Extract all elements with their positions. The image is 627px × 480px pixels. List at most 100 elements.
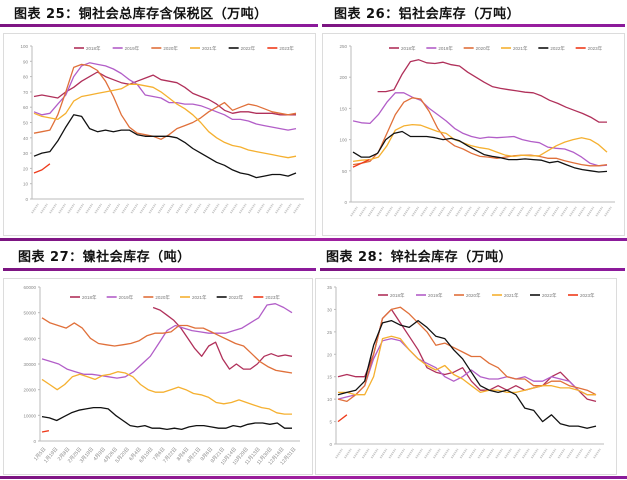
- legend-label: 2019年: [438, 45, 453, 52]
- x-tick-label-mark: [495, 448, 503, 459]
- x-tick-label-mark: [584, 448, 592, 459]
- x-tick-label-mark: [157, 203, 166, 214]
- x-tick-label-mark: [352, 448, 361, 459]
- legend-label: 2019年: [428, 292, 443, 299]
- bottom-rule: [0, 476, 627, 479]
- legend-label: 2023年: [265, 294, 280, 301]
- x-tick-label-mark: [486, 448, 495, 459]
- legend-label: 2021年: [513, 45, 528, 52]
- x-tick-label-mark: [229, 203, 238, 214]
- x-tick-label-mark: [361, 448, 370, 459]
- x-tick-label-mark: [411, 206, 420, 217]
- x-tick-label-mark: [548, 448, 557, 459]
- y-tick-label: 30: [23, 151, 29, 156]
- x-tick-label-mark: [551, 206, 560, 217]
- legend-label: 2023年: [580, 292, 595, 299]
- y-tick-label: 30: [327, 307, 333, 312]
- chart-28-title: 图表 28：锌社会库存（万吨）: [326, 250, 513, 265]
- chart-27-svg: 01000020000300004000050000600001月5日1月19日…: [23, 285, 300, 466]
- x-tick-label-mark: [530, 448, 539, 459]
- y-tick-label: 150: [339, 106, 347, 111]
- legend-label: 2018年: [390, 292, 405, 299]
- x-tick-label-mark: [130, 203, 139, 214]
- x-tick-label-mark: [539, 448, 548, 459]
- x-tick-label-mark: [393, 206, 402, 217]
- legend-label: 2018年: [82, 294, 97, 301]
- chart-27-title: 图表 27：镍社会库存（吨）: [18, 250, 191, 265]
- y-tick-label: 40000: [23, 336, 36, 341]
- x-tick-label-mark: [121, 203, 130, 214]
- legend-label: 2018年: [401, 45, 416, 52]
- x-tick-label-mark: [335, 448, 343, 459]
- x-tick-label-mark: [220, 203, 229, 214]
- x-tick-label-mark: [175, 203, 184, 214]
- x-tick-label-mark: [76, 203, 85, 214]
- x-tick-label-mark: [49, 203, 57, 214]
- x-tick-label-mark: [370, 448, 379, 459]
- y-tick-label: 60: [23, 105, 29, 110]
- chart-25-title-rule: [0, 24, 318, 27]
- x-tick-label-mark: [459, 448, 468, 459]
- chart-27-panel: 0 10000 20000 30000 40000 50000 60000 1月5日 1月19日…: [3, 278, 313, 475]
- x-tick-label-mark: [367, 206, 376, 217]
- x-tick-label-mark: [450, 448, 459, 459]
- x-tick-label-mark: [388, 448, 397, 459]
- x-tick-label-mark: [490, 206, 498, 217]
- series-line-2022: [352, 130, 608, 173]
- x-tick-label-mark: [560, 206, 569, 217]
- y-tick-label: 10: [327, 397, 333, 402]
- x-tick-label-mark: [516, 206, 525, 217]
- x-tick-label-mark: [586, 206, 595, 217]
- legend-label: 2019年: [125, 45, 140, 52]
- x-tick-label-mark: [455, 206, 463, 217]
- x-tick-label-mark: [534, 206, 542, 217]
- x-tick-label-mark: [67, 203, 75, 214]
- series-line-2019: [41, 303, 293, 379]
- x-tick-label-mark: [344, 448, 352, 459]
- y-tick-label: 20: [327, 352, 333, 357]
- legend-label: 2021年: [504, 292, 519, 299]
- x-tick-label-mark: [525, 206, 534, 217]
- section-divider: [0, 238, 627, 241]
- x-tick-label-mark: [477, 448, 486, 459]
- y-tick-label: 20000: [23, 388, 36, 393]
- series-line-2019: [337, 337, 596, 400]
- y-tick-label: 10000: [23, 413, 36, 418]
- x-tick-label-mark: [103, 203, 112, 214]
- series-line-2020: [33, 63, 297, 140]
- x-tick-label-mark: [211, 203, 220, 214]
- series-line-2023: [337, 414, 348, 423]
- x-tick-label-mark: [428, 206, 437, 217]
- chart-27-title-rule: [3, 268, 316, 271]
- chart-25-svg: 0 10 20 30 40 50 60 70 80 90 100 2018年 2019年 2020年 202…: [20, 44, 304, 214]
- x-tick-label-mark: [604, 206, 612, 217]
- y-tick-label: 30000: [23, 362, 36, 367]
- x-tick-label-mark: [566, 448, 575, 459]
- legend-label: 2023年: [588, 45, 603, 52]
- y-tick-label: 70: [23, 90, 29, 95]
- x-tick-label-mark: [415, 448, 423, 459]
- legend-label: 2020年: [466, 292, 481, 299]
- x-tick-label-mark: [31, 203, 39, 214]
- series-line-2023: [33, 163, 51, 174]
- x-tick-label-mark: [40, 203, 48, 214]
- y-tick-label: 15: [327, 375, 333, 380]
- x-tick-label-mark: [85, 203, 94, 214]
- x-tick-label-mark: [504, 448, 512, 459]
- x-tick-label-mark: [376, 206, 385, 217]
- x-tick-label-mark: [420, 206, 428, 217]
- x-tick-label-mark: [358, 206, 367, 217]
- x-tick-label-mark: [424, 448, 432, 459]
- series-line-2020: [337, 306, 597, 403]
- legend-label: 2021年: [192, 294, 207, 301]
- x-tick-label-mark: [468, 448, 477, 459]
- series-line-2019: [352, 92, 608, 167]
- chart-26-panel: 0 50 100 150 200 250 2018年 2019年 2020年 2021年 2022年…: [322, 33, 625, 236]
- series-line-2018: [152, 306, 293, 370]
- chart-28-panel: 0 5 10 15 20 25 30 35 2018年 2019年 2020年 2021年 2022年 2…: [315, 278, 617, 475]
- legend-label: 2023年: [279, 45, 294, 52]
- series-line-2021: [33, 83, 297, 159]
- x-tick-label-mark: [58, 203, 66, 214]
- y-tick-label: 50: [23, 121, 29, 126]
- legend-label: 2022年: [241, 45, 256, 52]
